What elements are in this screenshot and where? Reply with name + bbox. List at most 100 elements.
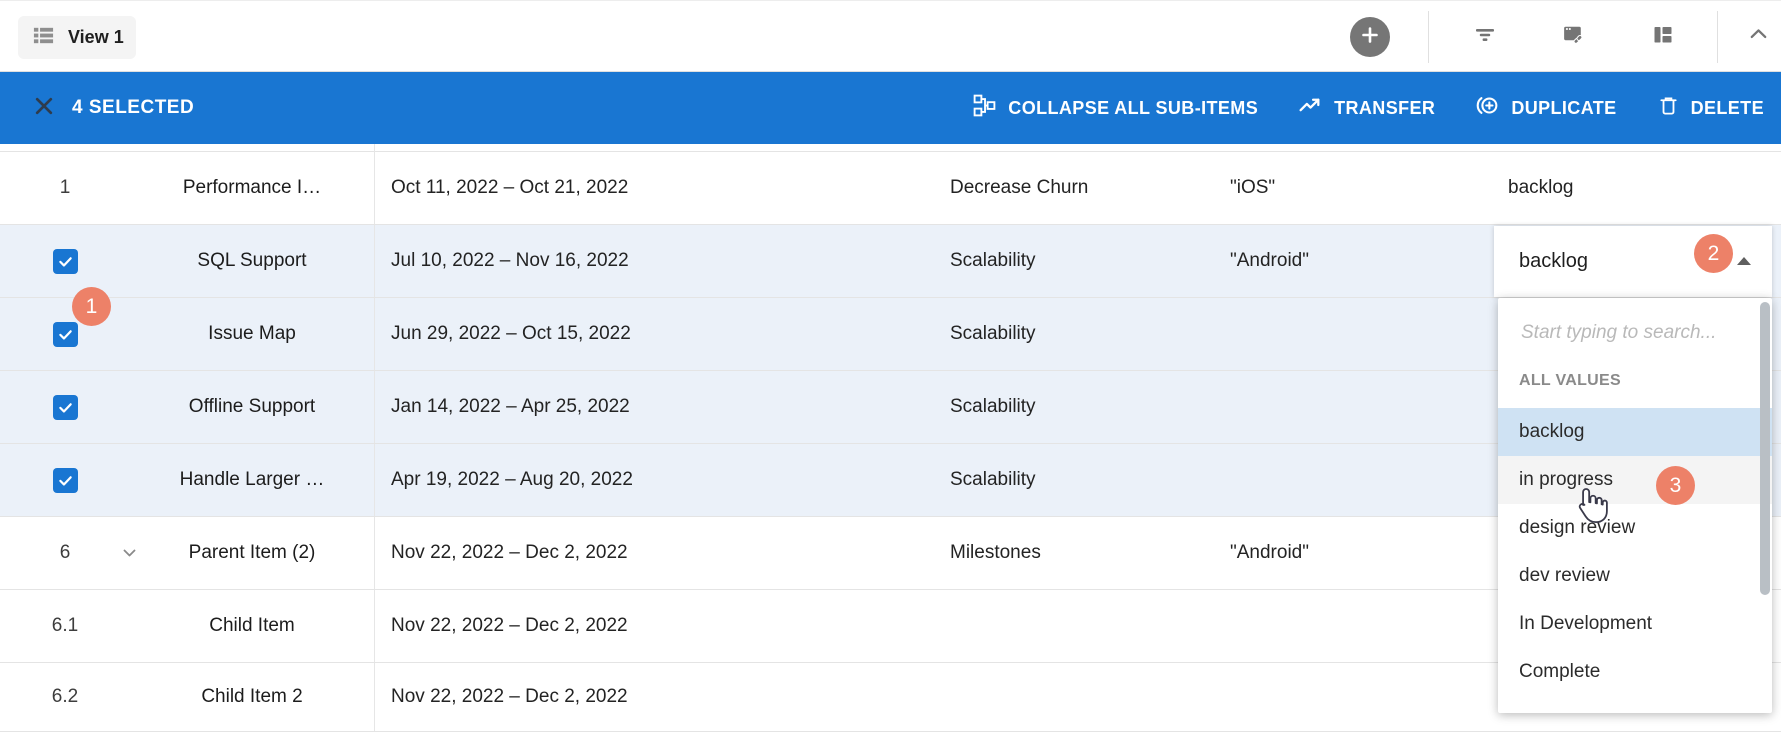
item-name: Offline Support [188, 396, 316, 417]
item-name: Issue Map [208, 323, 296, 344]
item-name: Performance I… [182, 177, 322, 198]
collapse-row-button[interactable] [116, 517, 142, 589]
table-top-strip [0, 144, 1781, 152]
item-strategy [940, 590, 1225, 662]
item-name: Child Item [209, 615, 295, 636]
table-row[interactable]: Handle Larger … Apr 19, 2022 – Aug 20, 2… [0, 444, 1781, 517]
toolbar-divider [1717, 11, 1718, 63]
filter-button[interactable] [1462, 14, 1508, 60]
item-dates: Apr 19, 2022 – Aug 20, 2022 [374, 444, 940, 516]
board-layout-icon [1651, 23, 1675, 52]
item-platform: "iOS" [1230, 177, 1276, 198]
status-dropdown-panel: ALL VALUES backlog in progress design re… [1498, 298, 1772, 713]
dropdown-option-dev-review[interactable]: dev review [1519, 565, 1610, 586]
row-number: 6.2 [51, 686, 79, 707]
item-platform [1225, 663, 1490, 731]
item-name: Handle Larger … [179, 469, 325, 490]
item-dates: Nov 22, 2022 – Dec 2, 2022 [374, 590, 940, 662]
view-list-icon [32, 24, 55, 52]
row-checkbox-checked[interactable] [52, 321, 78, 347]
add-item-button[interactable] [1350, 17, 1390, 57]
item-strategy: Scalability [950, 396, 1036, 417]
item-strategy: Scalability [950, 469, 1036, 490]
board-layout-button[interactable] [1640, 14, 1686, 60]
selection-actions: COLLAPSE ALL SUB-ITEMS TRANSFER [972, 93, 1764, 123]
callout-step-1: 1 [72, 287, 111, 326]
item-strategy: Scalability [950, 250, 1036, 271]
dropdown-option-in-development[interactable]: In Development [1519, 613, 1653, 634]
duplicate-icon [1475, 93, 1500, 123]
table-row[interactable]: 1 Performance I… Oct 11, 2022 – Oct 21, … [0, 152, 1781, 225]
item-dates: Nov 22, 2022 – Dec 2, 2022 [374, 663, 940, 731]
table-row[interactable]: Issue Map Jun 29, 2022 – Oct 15, 2022 Sc… [0, 298, 1781, 371]
dropdown-group-label: ALL VALUES [1519, 372, 1621, 389]
item-strategy: Scalability [950, 323, 1036, 344]
row-checkbox-checked[interactable] [52, 467, 78, 493]
transfer-button[interactable]: TRANSFER [1298, 93, 1435, 123]
embed-link-button[interactable] [1550, 14, 1596, 60]
collapse-all-subitems-button[interactable]: COLLAPSE ALL SUB-ITEMS [972, 93, 1258, 123]
dropdown-option-in-progress[interactable]: in progress [1498, 456, 1772, 504]
row-checkbox-checked[interactable] [52, 394, 78, 420]
table-row[interactable]: Offline Support Jan 14, 2022 – Apr 25, 2… [0, 371, 1781, 444]
filter-icon [1473, 23, 1497, 52]
items-table: 1 Performance I… Oct 11, 2022 – Oct 21, … [0, 152, 1781, 732]
trash-icon [1657, 94, 1680, 122]
selection-action-bar: 4 SELECTED COLLAPSE ALL SUB-ITEMS [0, 72, 1781, 144]
view-name-label: View 1 [68, 27, 124, 47]
dropdown-search-input[interactable] [1519, 312, 1738, 354]
dropdown-option-complete[interactable]: Complete [1519, 661, 1601, 682]
item-status[interactable]: backlog [1508, 177, 1574, 198]
duplicate-button[interactable]: DUPLICATE [1475, 93, 1616, 123]
item-dates: Jan 14, 2022 – Apr 25, 2022 [374, 371, 940, 443]
item-dates: Nov 22, 2022 – Dec 2, 2022 [374, 517, 940, 589]
callout-step-3: 3 [1656, 466, 1695, 505]
item-platform [1225, 590, 1490, 662]
table-row[interactable]: SQL Support Jul 10, 2022 – Nov 16, 2022 … [0, 225, 1781, 298]
row-checkbox-checked[interactable] [52, 248, 78, 274]
view-switcher-button[interactable]: View 1 [18, 16, 136, 59]
action-label: DELETE [1690, 97, 1764, 118]
item-dates: Oct 11, 2022 – Oct 21, 2022 [374, 152, 940, 224]
trending-up-icon [1298, 93, 1323, 123]
chevron-down-icon [123, 542, 136, 564]
close-icon [33, 95, 55, 122]
clear-selection-button[interactable] [26, 90, 62, 126]
item-name: Child Item 2 [201, 686, 303, 707]
table-row-parent[interactable]: 6 Parent Item (2) Nov 22, 2022 – Dec 2, … [0, 517, 1781, 590]
selected-count-label: 4 SELECTED [72, 97, 195, 118]
chevron-up-icon [1747, 23, 1770, 51]
action-label: TRANSFER [1334, 97, 1436, 118]
item-platform [1225, 444, 1490, 516]
table-row-child[interactable]: 6.1 Child Item Nov 22, 2022 – Dec 2, 202… [0, 590, 1781, 663]
item-platform: "Android" [1230, 542, 1309, 563]
item-strategy [940, 663, 1225, 731]
caret-up-icon [1737, 257, 1751, 265]
item-dates: Jul 10, 2022 – Nov 16, 2022 [374, 225, 940, 297]
plus-icon [1358, 23, 1382, 52]
row-number: 6.1 [51, 615, 79, 636]
dropdown-scrollbar[interactable] [1760, 302, 1770, 595]
dropdown-options: backlog in progress design review dev re… [1498, 408, 1772, 696]
row-number: 6 [59, 542, 71, 563]
dropdown-option-design-review[interactable]: design review [1519, 517, 1636, 538]
item-name: SQL Support [197, 250, 307, 271]
table-row-child[interactable]: 6.2 Child Item 2 Nov 22, 2022 – Dec 2, 2… [0, 663, 1781, 732]
item-platform: "Android" [1230, 250, 1309, 271]
status-current-value: backlog [1519, 250, 1588, 272]
item-platform [1225, 298, 1490, 370]
toolbar-divider [1428, 11, 1429, 63]
embed-link-icon [1561, 22, 1586, 52]
row-number: 1 [59, 177, 71, 198]
callout-step-2: 2 [1694, 234, 1733, 273]
hierarchy-icon [972, 93, 997, 123]
item-platform [1225, 371, 1490, 443]
dropdown-option-backlog[interactable]: backlog [1498, 408, 1772, 456]
top-toolbar: View 1 [0, 0, 1781, 72]
item-strategy: Milestones [950, 542, 1041, 563]
item-name: Parent Item (2) [188, 542, 316, 563]
item-dates: Jun 29, 2022 – Oct 15, 2022 [374, 298, 940, 370]
delete-button[interactable]: DELETE [1657, 94, 1764, 122]
collapse-panel-button[interactable] [1735, 14, 1781, 60]
action-label: COLLAPSE ALL SUB-ITEMS [1008, 97, 1259, 118]
